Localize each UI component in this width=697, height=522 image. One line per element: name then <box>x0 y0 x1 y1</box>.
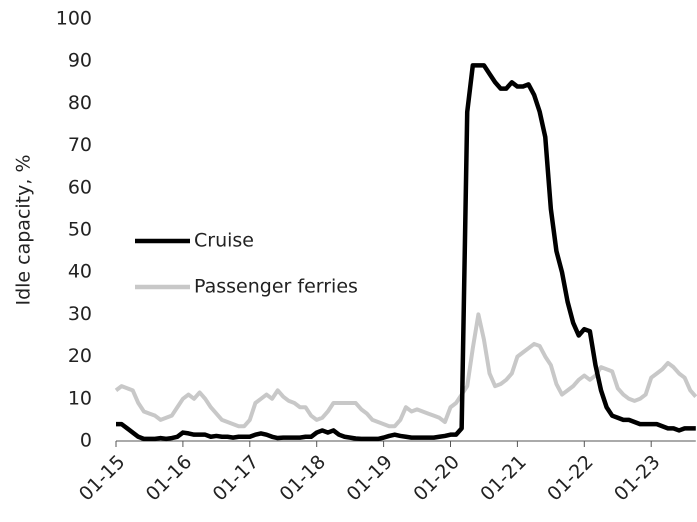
x-tick-label: 01-17 <box>209 451 264 506</box>
y-axis-label: Idle capacity, % <box>13 154 35 305</box>
x-tick-label: 01-20 <box>409 451 464 506</box>
x-tick-label: 01-22 <box>543 451 598 506</box>
y-tick-label: 80 <box>68 92 92 114</box>
y-tick-label: 0 <box>80 430 92 452</box>
legend-label: Cruise <box>194 230 254 252</box>
x-tick-label: 01-21 <box>476 451 531 506</box>
legend-label: Passenger ferries <box>194 276 358 298</box>
y-tick-label: 70 <box>68 134 92 156</box>
x-tick-label: 01-15 <box>75 451 130 506</box>
y-tick-label: 60 <box>68 176 92 198</box>
line <box>116 63 696 442</box>
y-tick-label: 90 <box>68 50 92 72</box>
y-tick-label: 30 <box>68 303 92 325</box>
y-tick-label: 20 <box>68 345 92 367</box>
x-tick-label: 01-19 <box>342 451 397 506</box>
x-tick-label: 01-18 <box>276 451 331 506</box>
y-tick-label: 100 <box>56 8 92 30</box>
x-tick-label: 01-23 <box>610 451 665 506</box>
y-tick-label: 50 <box>68 219 92 241</box>
line <box>114 312 697 429</box>
y-tick-label: 40 <box>68 261 92 283</box>
x-tick-label: 01-16 <box>142 451 197 506</box>
y-tick-label: 10 <box>68 387 92 409</box>
